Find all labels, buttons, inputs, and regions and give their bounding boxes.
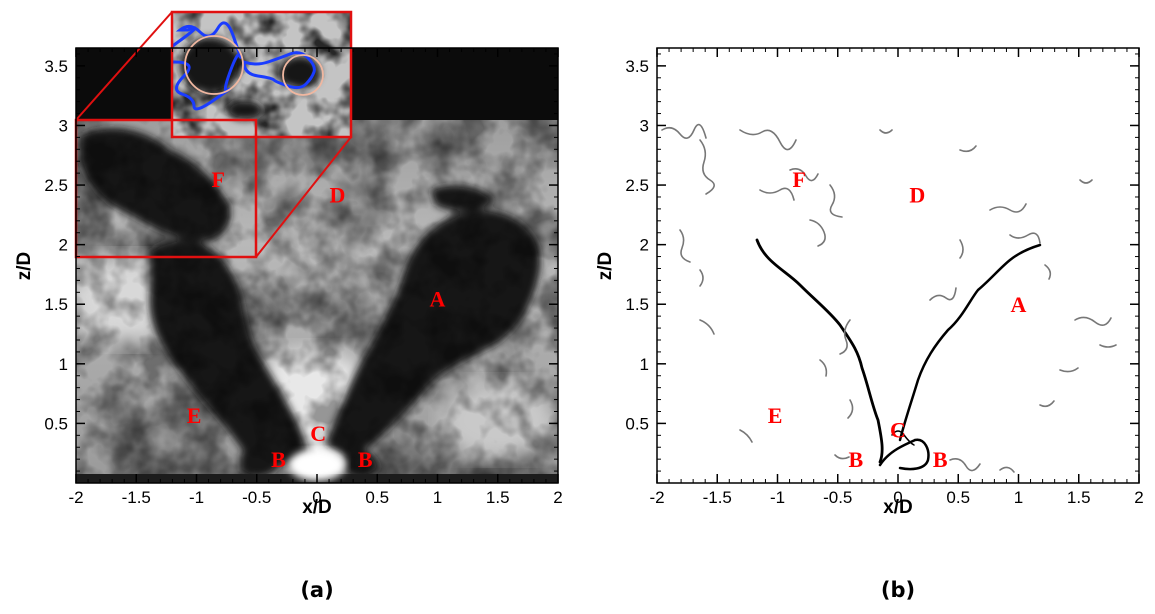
panel-a: -2 -1.5 -1 -0.5 0 0.5 1 1.5 2 0.5 1 1.5 2 2.5 3 3.5 A B B… [14,10,563,602]
region-label-a: A [1011,292,1027,317]
x-tick-label: 0 [893,488,902,507]
x-tick-label: -1.5 [122,488,151,507]
x-tick-label: -2 [68,488,83,507]
y-tick-label: 2 [640,236,649,255]
x-tick-label: 0.5 [365,488,389,507]
x-tick-label: 2 [1134,488,1143,507]
fine-contours [661,123,1117,473]
x-tick-label: 1.5 [486,488,510,507]
y-tick-label: 2.5 [44,176,68,195]
region-label-b: B [358,447,373,472]
y-tick-label: 0.5 [44,414,68,433]
zoom-circle-left [184,35,244,95]
y-tick-label: 2 [59,236,68,255]
region-label-b: B [848,447,863,472]
region-label-f: F [211,167,224,192]
y-tick-label: 3.5 [625,57,649,76]
y-axis-label-a: z/D [14,252,35,281]
y-tick-label: 2.5 [625,176,649,195]
y-tick-label: 3 [640,116,649,135]
x-tick-label: -0.5 [823,488,852,507]
x-tick-label: -1 [189,488,204,507]
y-tick-label: 1.5 [625,295,649,314]
x-tick-label: -1.5 [703,488,732,507]
region-label-e: E [768,403,783,428]
region-label-b: B [271,447,286,472]
y-tick-label: 1 [59,355,68,374]
x-tick-label: 1.5 [1067,488,1091,507]
x-axis-label-a: x/D [302,497,332,518]
x-tick-label: 0 [312,488,321,507]
x-tick-label: 2 [553,488,562,507]
y-tick-label: 3.5 [44,57,68,76]
region-label-c: C [310,421,326,446]
region-label-d: D [330,183,346,208]
panel-b: -2 -1.5 -1 -0.5 0 0.5 1 1.5 2 0.5 1 1.5 2 2.5 3 3.5 A B B… [595,47,1144,602]
region-label-a: A [430,286,446,311]
zoom-inset [74,10,353,259]
x-tick-label: -0.5 [242,488,271,507]
region-label-b: B [933,447,948,472]
region-label-d: D [909,183,925,208]
y-tick-label: 1 [640,355,649,374]
x-axis-label-b: x/D [883,497,913,518]
region-label-e: E [187,403,202,428]
x-tick-label: -2 [649,488,664,507]
y-axis-label-b: z/D [595,252,616,281]
zoom-circle-right [282,54,324,96]
x-tick-label: 1 [433,488,442,507]
x-tick-label: -1 [770,488,785,507]
edge-contours [755,238,1042,471]
y-tick-label: 3 [59,116,68,135]
region-labels-b: A B B C D E F [768,167,1027,472]
region-label-f: F [792,167,805,192]
region-label-c: C [890,417,906,442]
caption-b: (b) [881,578,915,602]
axes-b: -2 -1.5 -1 -0.5 0 0.5 1 1.5 2 0.5 1 1.5 2 2.5 3 3.5 [625,48,1144,507]
axes-a: -2 -1.5 -1 -0.5 0 0.5 1 1.5 2 0.5 1 1.5 2 2.5 3 3.5 [44,48,563,507]
x-tick-label: 1 [1014,488,1023,507]
y-tick-label: 1.5 [44,295,68,314]
caption-a: (a) [300,578,333,602]
y-tick-label: 0.5 [625,414,649,433]
x-tick-label: 0.5 [946,488,970,507]
